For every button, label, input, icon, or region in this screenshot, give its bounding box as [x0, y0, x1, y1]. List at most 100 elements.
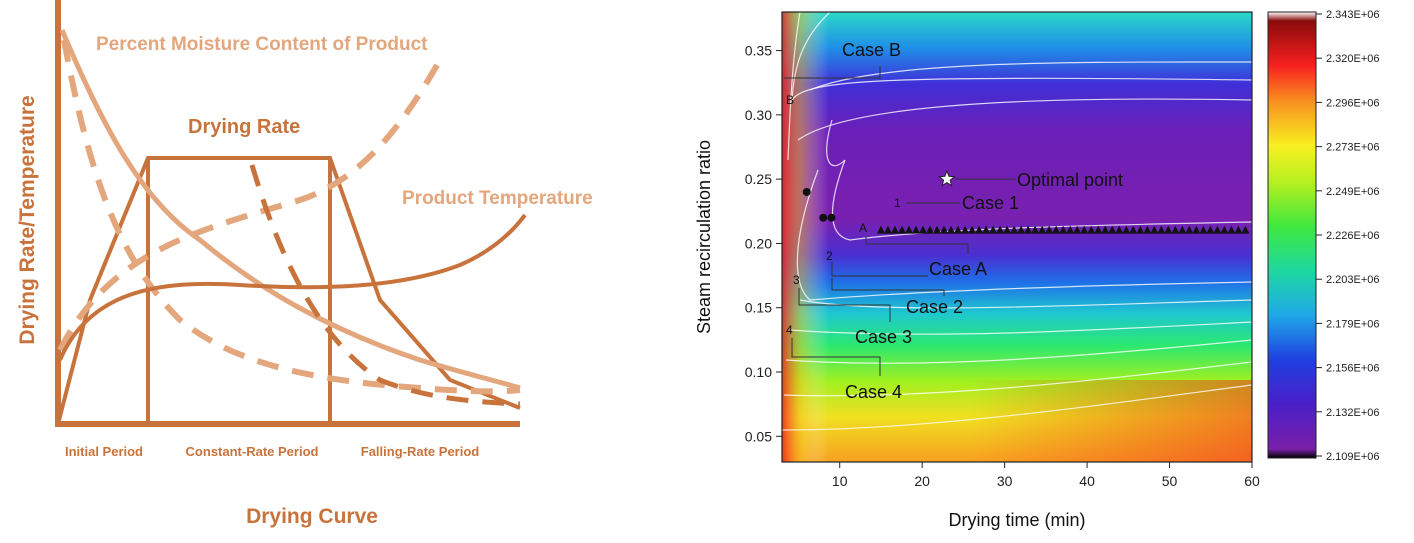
caseA-point: [911, 225, 920, 234]
caseA-point: [947, 225, 956, 234]
caseA-point: [1220, 225, 1229, 234]
caseA-marker: A: [859, 221, 867, 235]
case1-marker: 1: [894, 196, 901, 210]
contour-line: [826, 119, 1252, 241]
product-temperature-curve: [58, 213, 527, 361]
caseA-point: [919, 225, 927, 234]
case4-marker: 4: [786, 323, 793, 337]
caseA-point: [1136, 225, 1145, 234]
x-axis-label: Drying time (min): [948, 510, 1085, 530]
caseA-point: [1017, 225, 1026, 234]
y-tick-label: 0.30: [745, 107, 772, 123]
optimal-point-star: [938, 169, 956, 187]
colorbar-tick-label: 2.296E+06: [1326, 97, 1380, 109]
caseA-label: Case A: [929, 259, 987, 279]
caseA-point: [940, 225, 949, 234]
caseA-point: [904, 225, 913, 234]
caseA-point: [1003, 225, 1012, 234]
caseB-marker: B: [786, 93, 794, 107]
chart-title: Drying Curve: [246, 505, 378, 528]
x-tick-label: 20: [914, 473, 930, 489]
caseA-point: [1192, 225, 1201, 234]
y-tick-label: 0.15: [745, 300, 772, 316]
moisture-dashed-rising: [57, 58, 443, 352]
case4-leader: [791, 338, 881, 376]
caseB-label: Case B: [842, 40, 901, 60]
contour-svg: 10 20 30 40 50 60 0.05 0.10 0.15 0.20 0.25 0.30 0.35…: [694, 9, 1380, 530]
contour-line: [782, 384, 1252, 431]
case1-point: [802, 188, 811, 196]
case3-label: Case 3: [855, 327, 912, 347]
caseA-point: [926, 225, 935, 234]
caseA-point: [1164, 225, 1173, 234]
caseA-point: [1157, 225, 1166, 234]
caseA-point: [989, 225, 998, 234]
caseA-point: [1080, 225, 1089, 234]
caseA-point: [1052, 225, 1061, 234]
rate-dashed-drop: [249, 164, 521, 407]
caseA-point: [1087, 225, 1096, 234]
contour-line: [797, 98, 1252, 141]
caseA-point: [1206, 225, 1215, 234]
product-temperature-label: Product Temperature: [402, 188, 593, 209]
contour-line: [789, 321, 1252, 335]
moisture-label: Percent Moisture Content of Product: [96, 34, 428, 55]
contour-line: [783, 361, 1252, 397]
caseA-point: [1108, 225, 1117, 234]
caseA-point: [1038, 225, 1047, 234]
case2-label: Case 2: [906, 297, 963, 317]
contour-line: [785, 339, 1252, 364]
contour-lines: [782, 12, 1252, 431]
x-tick-label: 10: [832, 473, 848, 489]
caseA-point: [996, 225, 1005, 234]
drying-rate-label: Drying Rate: [188, 116, 300, 138]
case4-label: Case 4: [845, 382, 902, 402]
caseA-point: [1010, 225, 1019, 234]
colorbar-tick-label: 2.179E+06: [1326, 318, 1380, 330]
x-tick-label: 60: [1244, 473, 1260, 489]
case1-label: Case 1: [962, 193, 1019, 213]
colorbar-ticks: 2.343E+06 2.320E+06 2.296E+06 2.273E+06 2.24…: [1316, 9, 1380, 463]
case3-marker: 3: [793, 273, 800, 287]
y-axis-label-right: Steam recirculation ratio: [694, 140, 714, 334]
drying-curve-figure: Percent Moisture Content of Product Dryi…: [0, 0, 640, 538]
caseA-point: [1234, 225, 1243, 234]
case1-point: [827, 213, 836, 222]
caseA-point: [1031, 225, 1040, 234]
caseA-point: [1178, 225, 1187, 234]
caseA-point: [883, 225, 892, 234]
period-label-initial: Initial Period: [65, 444, 143, 459]
caseA-point: [1213, 225, 1222, 234]
contour-line: [787, 12, 801, 161]
caseA-leader: [831, 262, 928, 277]
caseA-point: [954, 225, 963, 234]
colorbar-tick-label: 2.320E+06: [1326, 53, 1380, 65]
caseA-point: [961, 225, 970, 234]
caseA-point: [1024, 225, 1033, 234]
caseA-point: [1199, 225, 1208, 234]
caseA-point: [975, 225, 984, 234]
caseA-point: [1066, 225, 1075, 234]
case2-leader: [831, 278, 945, 296]
caseA-point: [1143, 225, 1152, 234]
caseA-point: [1045, 225, 1054, 234]
colorbar-tick-label: 2.226E+06: [1326, 230, 1380, 242]
colorbar-tick-label: 2.203E+06: [1326, 274, 1380, 286]
drying-curve-svg: Percent Moisture Content of Product Dryi…: [16, 0, 593, 528]
caseA-point: [982, 225, 991, 234]
optimal-label: Optimal point: [1017, 170, 1123, 190]
period-label-constant: Constant-Rate Period: [186, 444, 319, 459]
caseA-point: [1171, 225, 1180, 234]
contour-plot-area: [782, 12, 1252, 462]
y-axis-label: Drying Rate/Temperature: [16, 95, 39, 344]
contour-annotations: Case B B Optimal point 1 Case 1 A Case A 2 Case …: [784, 40, 1123, 402]
caseA-point: [1129, 225, 1138, 234]
caseB-leader: [784, 66, 881, 79]
colorbar: [1267, 11, 1317, 459]
y-tick-label: 0.10: [745, 364, 772, 380]
colorbar-tick-label: 2.156E+06: [1326, 363, 1380, 375]
colorbar-tick-label: 2.109E+06: [1326, 451, 1380, 463]
caseA-point: [890, 225, 899, 234]
contour-axes: 10 20 30 40 50 60 0.05 0.10 0.15 0.20 0.25 0.30 0.35: [745, 43, 1260, 489]
caseA-point: [1101, 225, 1110, 234]
